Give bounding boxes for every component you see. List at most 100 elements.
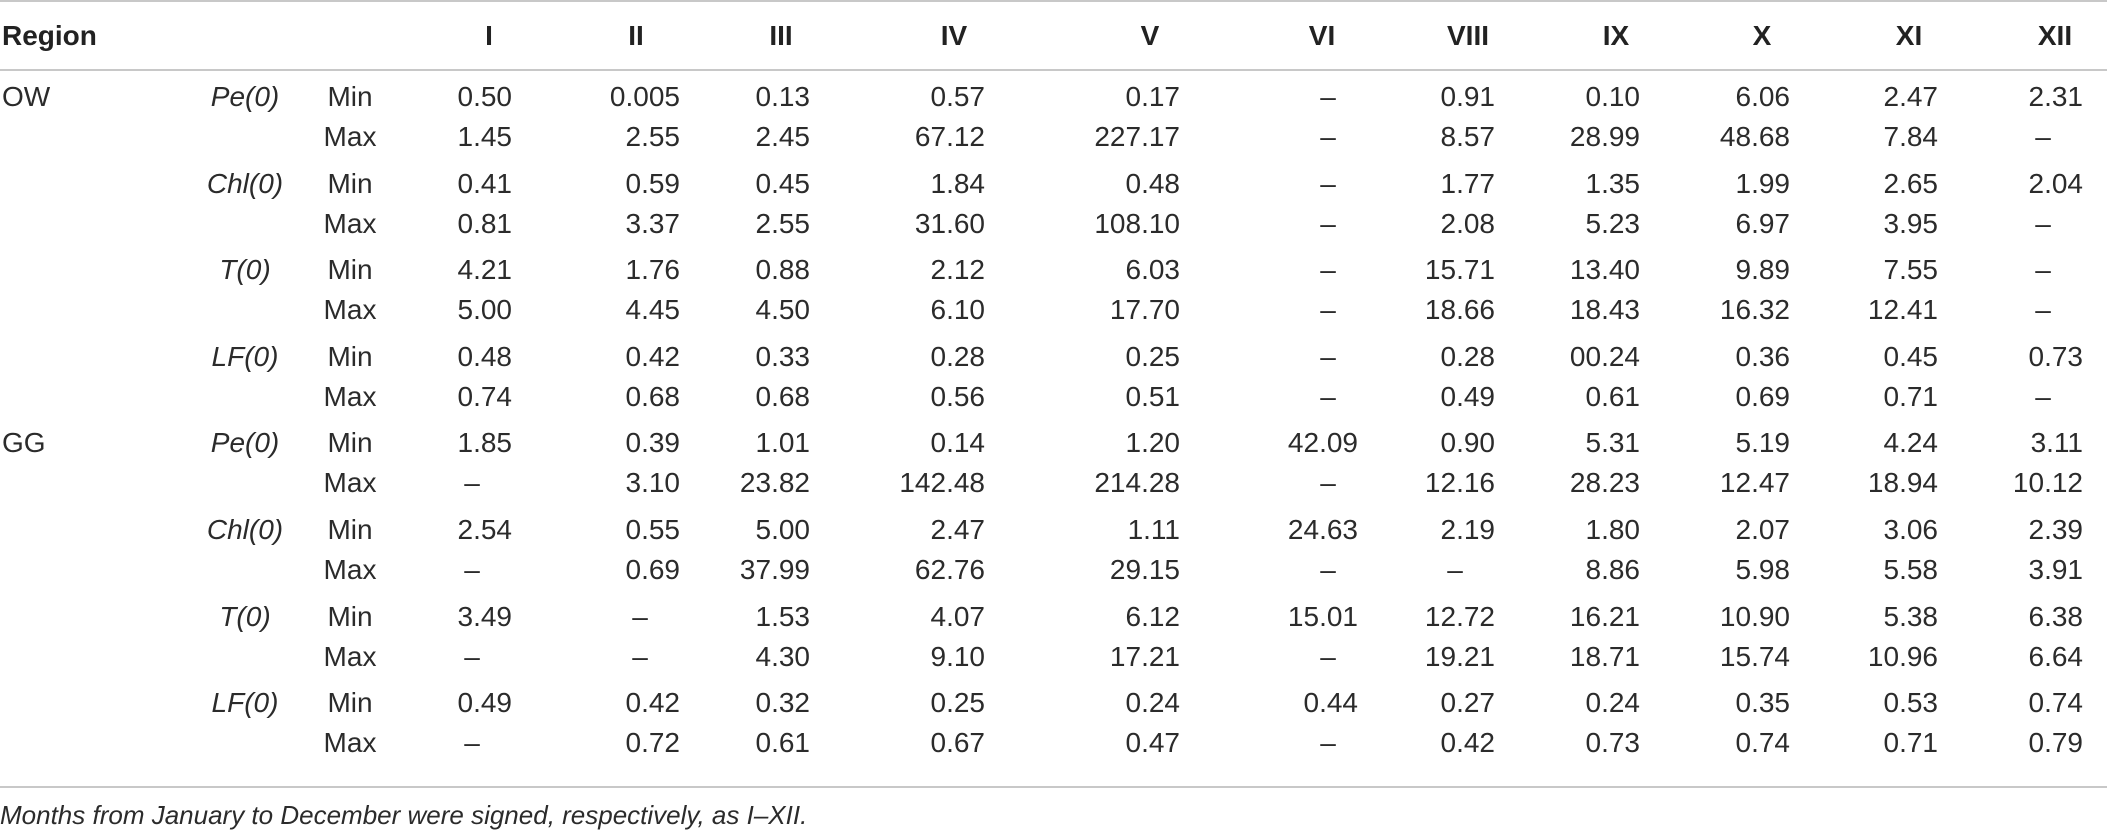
table-cell: 1.77 bbox=[1440, 167, 1496, 199]
table-cell: 0.68 bbox=[625, 380, 681, 412]
table-cell: 0.41 bbox=[457, 167, 513, 199]
table-cell: 24.63 bbox=[1287, 514, 1358, 545]
table-cell: 0.51 bbox=[1125, 380, 1181, 412]
variable-label: LF(0) bbox=[211, 687, 279, 719]
table-cell: 2.07 bbox=[1735, 514, 1791, 545]
table-cell: – bbox=[1320, 340, 1336, 372]
table-cell: – bbox=[464, 640, 480, 672]
header-month-ii: II bbox=[628, 20, 644, 51]
table-cell: 0.53 bbox=[1883, 687, 1939, 719]
table-cell: – bbox=[2035, 121, 2051, 152]
table-cell: 0.59 bbox=[625, 167, 681, 199]
table-cell: 1.45 bbox=[457, 121, 513, 152]
table-cell: 23.82 bbox=[739, 467, 810, 499]
table-cell: 4.30 bbox=[755, 640, 811, 672]
table-cell: 0.61 bbox=[1585, 380, 1641, 412]
stat-label: Max bbox=[323, 207, 377, 239]
table-cell: 0.27 bbox=[1440, 687, 1496, 719]
table-cell: 1.01 bbox=[755, 427, 811, 459]
table-cell: 2.45 bbox=[755, 121, 811, 152]
table-cell: 2.55 bbox=[755, 207, 811, 239]
table-cell: 0.17 bbox=[1125, 81, 1181, 112]
table-cell: 0.57 bbox=[930, 81, 986, 112]
stat-label: Min bbox=[327, 81, 373, 112]
table-cell: 0.88 bbox=[755, 254, 811, 286]
table-cell: 4.07 bbox=[930, 600, 986, 632]
table-cell: 142.48 bbox=[899, 467, 985, 499]
table-cell: 1.35 bbox=[1585, 167, 1641, 199]
table-cell: 0.74 bbox=[457, 380, 513, 412]
table-cell: 0.28 bbox=[1440, 340, 1496, 372]
table-cell: 3.49 bbox=[457, 600, 513, 632]
table-cell: 2.54 bbox=[457, 514, 513, 545]
table-cell: 0.14 bbox=[930, 427, 986, 459]
table-cell: 17.70 bbox=[1109, 294, 1180, 326]
table-cell: 214.28 bbox=[1094, 467, 1180, 499]
table-cell: 0.42 bbox=[625, 687, 681, 719]
table-cell: 6.10 bbox=[930, 294, 986, 326]
stat-label: Max bbox=[323, 380, 377, 412]
table-cell: 4.45 bbox=[625, 294, 681, 326]
stat-label: Min bbox=[327, 340, 373, 372]
table-cell: 0.49 bbox=[457, 687, 513, 719]
table-cell: 5.58 bbox=[1883, 554, 1939, 585]
table-cell: 1.80 bbox=[1585, 514, 1641, 545]
table-cell: – bbox=[2035, 294, 2051, 326]
table-cell: 1.84 bbox=[930, 167, 986, 199]
table-cell: 3.10 bbox=[625, 467, 681, 499]
variable-label: Chl(0) bbox=[206, 167, 284, 199]
table-cell: 227.17 bbox=[1094, 121, 1180, 152]
table-cell: – bbox=[1320, 167, 1336, 199]
table-cell: 0.69 bbox=[625, 554, 681, 585]
table-cell: 3.95 bbox=[1883, 207, 1939, 239]
table-cell: 0.48 bbox=[457, 340, 513, 372]
table-cell: 0.48 bbox=[1125, 167, 1181, 199]
table-cell: – bbox=[1320, 81, 1336, 112]
stat-label: Max bbox=[323, 121, 377, 152]
table-cell: 10.90 bbox=[1719, 600, 1790, 632]
table-cell: 0.42 bbox=[625, 340, 681, 372]
variable-label: Pe(0) bbox=[210, 81, 280, 112]
table-cell: 0.55 bbox=[625, 514, 681, 545]
table-cell: 67.12 bbox=[914, 121, 985, 152]
table-cell: – bbox=[1320, 467, 1336, 499]
header-month-iv: IV bbox=[940, 20, 968, 51]
table-cell: 2.47 bbox=[930, 514, 986, 545]
table-cell: 7.84 bbox=[1883, 121, 1939, 152]
table-cell: 0.39 bbox=[625, 427, 681, 459]
table-cell: 12.47 bbox=[1719, 467, 1790, 499]
table-cell: 2.55 bbox=[625, 121, 681, 152]
variable-label: Chl(0) bbox=[206, 514, 284, 545]
stat-label: Min bbox=[327, 254, 373, 286]
stat-label: Max bbox=[323, 554, 377, 585]
table-cell: 0.24 bbox=[1125, 687, 1181, 719]
table-cell: 0.56 bbox=[930, 380, 986, 412]
table-cell: 5.38 bbox=[1883, 600, 1939, 632]
table-cell: 16.21 bbox=[1569, 600, 1640, 632]
table-cell: 4.24 bbox=[1883, 427, 1939, 459]
table-cell: 2.39 bbox=[2028, 514, 2084, 545]
table-cell: – bbox=[1320, 294, 1336, 326]
table-cell: 0.25 bbox=[930, 687, 986, 719]
table-cell: 1.11 bbox=[1127, 514, 1180, 545]
table-cell: – bbox=[464, 727, 480, 759]
table-cell: 1.85 bbox=[457, 427, 513, 459]
stat-label: Min bbox=[327, 427, 373, 459]
stat-label: Min bbox=[327, 514, 373, 545]
table-cell: 5.00 bbox=[755, 514, 811, 545]
header-month-viii: VIII bbox=[1446, 20, 1489, 51]
table-cell: – bbox=[1320, 380, 1336, 412]
table-cell: 1.76 bbox=[625, 254, 681, 286]
variable-label: T(0) bbox=[219, 254, 271, 286]
stat-label: Max bbox=[323, 727, 377, 759]
table-cell: – bbox=[2035, 254, 2051, 286]
table-cell: 9.10 bbox=[930, 640, 986, 672]
table-cell: 0.90 bbox=[1440, 427, 1496, 459]
top-rule bbox=[0, 0, 2107, 2]
table-cell: 1.20 bbox=[1125, 427, 1181, 459]
table-cell: 0.45 bbox=[1883, 340, 1939, 372]
table-cell: 0.44 bbox=[1303, 687, 1359, 719]
variable-label: Pe(0) bbox=[210, 427, 280, 459]
table-cell: 10.96 bbox=[1867, 640, 1938, 672]
table-cell: 6.06 bbox=[1735, 81, 1791, 112]
